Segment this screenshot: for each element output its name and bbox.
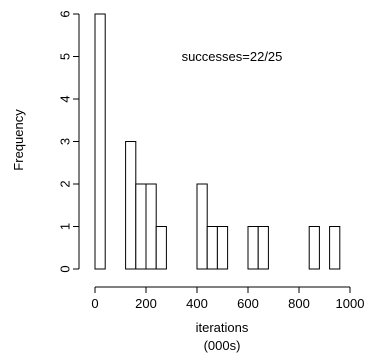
y-tick-label-2: 2 — [58, 180, 73, 187]
x-tick-label-600: 600 — [237, 296, 259, 311]
x-axis-title-line-1: iterations — [196, 320, 249, 335]
histogram-bar-21 — [308, 226, 320, 270]
y-axis-title: Frequency — [11, 109, 26, 171]
annotation-label: successes=22/25 — [182, 49, 283, 64]
x-tick-label-200: 200 — [135, 296, 157, 311]
y-tick-label-1: 1 — [58, 223, 73, 230]
histogram-bar-0 — [94, 13, 106, 270]
y-tick-label-6: 6 — [58, 10, 73, 17]
x-tick-label-800: 800 — [288, 296, 310, 311]
x-tick-label-1000: 1000 — [336, 296, 365, 311]
y-tick-label-3: 3 — [58, 138, 73, 145]
histogram-bar-15 — [247, 226, 259, 270]
y-tick-label-5: 5 — [58, 53, 73, 60]
bars-group — [94, 13, 341, 270]
y-tick-label-4: 4 — [58, 95, 73, 102]
histogram-bar-6 — [155, 226, 167, 270]
histogram-bar-3 — [125, 141, 137, 270]
histogram-bar-5 — [145, 183, 157, 270]
x-axis: 0 200 400 600 800 1000 — [91, 286, 365, 311]
histogram-bar-23 — [329, 226, 341, 270]
y-tick-label-0: 0 — [58, 265, 73, 272]
histogram-bar-4 — [135, 183, 147, 270]
histogram-bar-10 — [196, 183, 208, 270]
x-tick-label-0: 0 — [91, 296, 98, 311]
x-axis-title-line-2: (000s) — [204, 338, 241, 353]
y-axis: 0 1 2 3 4 5 6 — [58, 10, 80, 273]
x-tick-label-400: 400 — [186, 296, 208, 311]
histogram-bar-12 — [216, 226, 229, 270]
histogram-bar-11 — [206, 226, 218, 270]
histogram-bar-16 — [257, 226, 269, 270]
